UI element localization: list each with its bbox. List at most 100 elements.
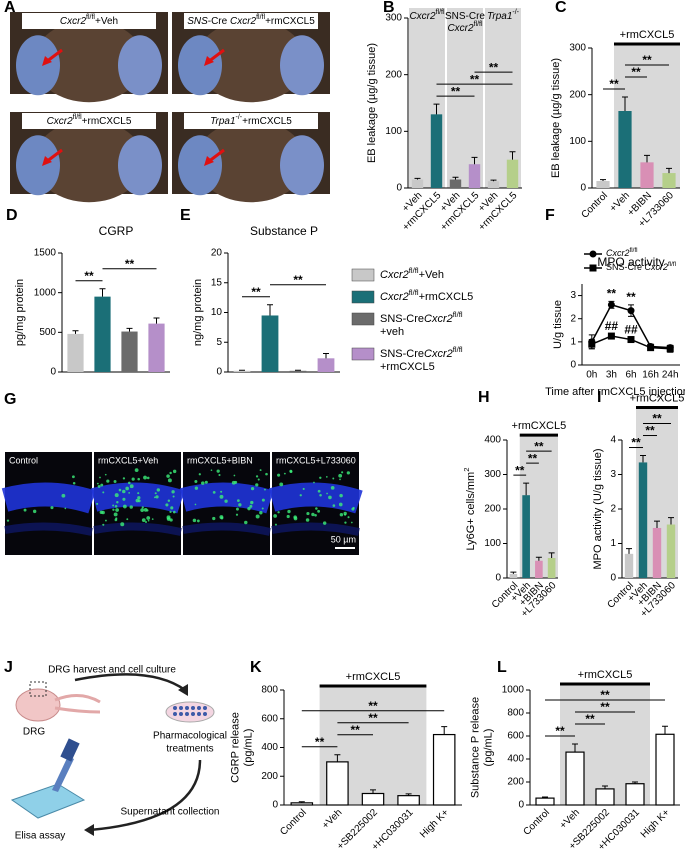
cell (234, 480, 238, 484)
label-part: fl/fl (436, 9, 445, 16)
legend-label: Cxcr2fl/fl+rmCXCL5 (380, 288, 473, 303)
error-bar (602, 785, 608, 789)
label-part: Cxcr2 (424, 348, 453, 360)
y-tick-label: 300 (484, 469, 501, 480)
bar (506, 159, 519, 188)
y-axis-label: (pg/mL) (243, 729, 255, 767)
label-part: CGRP release (229, 712, 241, 783)
cell (313, 481, 315, 484)
cell (341, 471, 344, 474)
y-tick-label: 0 (570, 360, 576, 371)
label-part: +rmCXCL5 (265, 16, 315, 27)
label-part: Cxcr2 (380, 269, 409, 281)
step-label: Supernatant collection (121, 807, 220, 818)
y-tick-label: 1500 (34, 248, 57, 259)
y-axis-label: EB leakage (µg/g tissue) (366, 43, 378, 163)
treatment-label: +rmCXCL5 (620, 29, 675, 41)
cell (172, 469, 177, 474)
photo-paw (118, 35, 162, 96)
cell (118, 488, 122, 492)
significance-label: ** (555, 724, 565, 738)
cell (322, 521, 327, 525)
error-bar (239, 369, 245, 371)
cell (112, 508, 115, 511)
cell (146, 476, 150, 480)
cells (185, 712, 189, 716)
label-part: fl/fl (474, 21, 483, 28)
micrograph-label: rmCXCL5+BIBN (187, 455, 253, 465)
y-tick-label: 400 (484, 435, 501, 446)
cell (236, 507, 239, 511)
error-bar (267, 304, 273, 316)
error-bar (510, 571, 517, 574)
error-bar (405, 793, 412, 796)
tissue-band (90, 482, 185, 514)
cell (317, 489, 321, 493)
bar (411, 179, 424, 188)
y-tick-label: 400 (507, 754, 524, 765)
annotation: ## (624, 322, 638, 336)
x-axis-label: Time after rmCXCL5 injection (545, 386, 685, 398)
x-tick-label: 6h (625, 370, 636, 381)
cell (319, 476, 322, 479)
annotation: ** (626, 290, 636, 304)
cell (255, 475, 259, 478)
cell (326, 492, 328, 495)
cell (332, 477, 335, 480)
y-tick-label: 100 (385, 126, 402, 137)
y-tick-label: 0 (518, 800, 524, 811)
photo-label: Cxcr2fl/fl+Veh (60, 14, 118, 26)
bar (487, 181, 500, 188)
label-part: SNS-Cre (380, 313, 424, 325)
cell (113, 512, 118, 517)
cell (115, 508, 119, 512)
bar (640, 162, 654, 188)
y-tick-label: 4 (610, 435, 616, 446)
cell (102, 491, 105, 494)
cell (104, 519, 107, 522)
error-bar (654, 520, 660, 528)
photo-label: Trpa1-/-+rmCXCL5 (210, 114, 292, 126)
cell (274, 523, 277, 526)
panel-letter: K (250, 659, 262, 676)
bar (326, 761, 349, 806)
step-label: DRG harvest and cell culture (48, 665, 176, 676)
cell (165, 503, 169, 507)
label-part: fl/fl (256, 14, 265, 21)
label-part: pg/mg protein (14, 279, 26, 346)
chart-title: Substance P (250, 224, 318, 238)
label-part: fl/fl (453, 344, 463, 353)
legend-swatch (351, 312, 375, 326)
cell (154, 492, 157, 495)
bar (148, 323, 165, 372)
error-bar (414, 177, 421, 180)
error-bar (662, 725, 668, 735)
label-part: Cxcr2 (47, 116, 74, 127)
cells (197, 706, 201, 710)
error-bar (644, 154, 650, 163)
cell (250, 500, 254, 505)
label-part: 2 (462, 467, 471, 471)
legend-label: Cxcr2fl/fl+rmCXCL5 (380, 288, 473, 303)
cell (194, 503, 197, 506)
marker (627, 336, 635, 344)
bar (449, 179, 462, 188)
step-label: treatments (166, 744, 213, 755)
error-bar (490, 179, 497, 182)
photo-label: Trpa1-/-+rmCXCL5 (210, 114, 292, 126)
tissue-band (179, 482, 274, 514)
cell (233, 474, 236, 477)
cell (97, 484, 101, 488)
cell (169, 510, 172, 513)
label-part: MPO activity (U/g tissue) (592, 448, 604, 569)
label-part: SNS (187, 16, 208, 27)
label-part: EB leakage (µg/g tissue) (550, 58, 562, 178)
y-tick-label: 0 (216, 367, 222, 378)
error-bar (542, 796, 548, 799)
cell (113, 480, 117, 483)
error-bar (295, 369, 301, 371)
label-part: fl/fl (630, 247, 638, 254)
significance-label: ** (600, 700, 610, 714)
cell (287, 509, 291, 514)
cell (212, 490, 216, 494)
